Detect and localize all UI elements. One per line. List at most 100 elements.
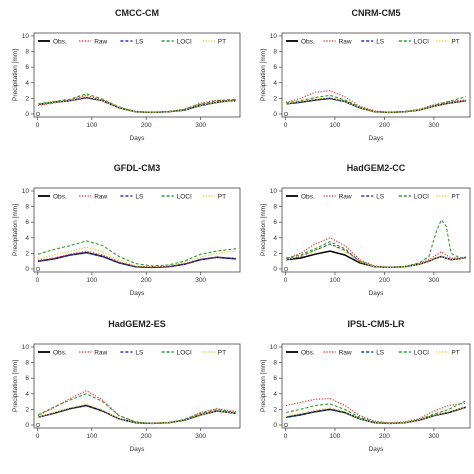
origin-marker — [35, 111, 41, 117]
legend-label: LOCI — [414, 38, 429, 45]
series-line — [37, 404, 237, 424]
series-line — [285, 94, 467, 113]
y-tick-label: 0 — [273, 266, 277, 273]
x-tick-label: 100 — [86, 433, 97, 440]
y-axis-label: Precipitation [mm] — [260, 204, 267, 256]
x-tick-label: 0 — [36, 277, 40, 284]
y-tick-label: 10 — [270, 344, 278, 351]
y-tick-label: 10 — [22, 33, 30, 40]
series-line — [285, 406, 467, 424]
series-line — [37, 96, 237, 114]
x-axis-label: Days — [130, 446, 146, 453]
y-tick-label: 2 — [25, 250, 29, 257]
series-line — [285, 397, 467, 424]
series-line — [37, 246, 237, 268]
legend-label: LS — [135, 349, 144, 356]
legend-label: Obs. — [53, 38, 67, 45]
series-line — [37, 240, 237, 267]
series-line — [285, 244, 467, 268]
legend-label: PT — [218, 38, 226, 45]
series-line — [285, 243, 467, 268]
chart-title: HadGEM2-ES — [108, 319, 166, 329]
y-tick-label: 2 — [25, 95, 29, 102]
legend-label: PT — [451, 349, 459, 356]
series-line — [37, 390, 237, 424]
series-line — [285, 219, 467, 268]
y-tick-label: 10 — [22, 344, 30, 351]
legend-label: Raw — [94, 38, 107, 45]
x-axis-label: Days — [369, 446, 385, 453]
legend-label: LS — [376, 349, 385, 356]
y-tick-label: 4 — [273, 80, 277, 87]
legend-label: Raw — [339, 38, 352, 45]
y-tick-label: 2 — [25, 406, 29, 413]
y-tick-label: 8 — [25, 360, 29, 367]
series-line — [285, 250, 467, 269]
plot-frame — [33, 32, 241, 118]
series-line — [37, 251, 237, 269]
y-tick-label: 6 — [25, 375, 29, 382]
x-tick-label: 300 — [428, 433, 439, 440]
y-tick-label: 2 — [273, 406, 277, 413]
legend-label: Raw — [94, 349, 107, 356]
series-line — [37, 93, 237, 113]
x-axis-label: Days — [369, 135, 385, 142]
origin-marker — [283, 111, 289, 117]
legend-label: LOCI — [177, 349, 192, 356]
x-tick-label: 200 — [379, 433, 390, 440]
x-tick-label: 100 — [330, 277, 341, 284]
x-tick-label: 0 — [284, 433, 288, 440]
y-tick-label: 10 — [22, 188, 30, 195]
y-tick-label: 0 — [25, 111, 29, 118]
y-tick-label: 0 — [273, 422, 277, 429]
y-tick-label: 0 — [25, 422, 29, 429]
y-tick-label: 4 — [25, 391, 29, 398]
legend-label: Obs. — [301, 193, 315, 200]
legend-label: PT — [451, 38, 459, 45]
y-tick-label: 4 — [25, 235, 29, 242]
chart-title: CNRM-CM5 — [352, 8, 401, 18]
x-tick-label: 300 — [195, 122, 206, 129]
x-tick-label: 300 — [428, 122, 439, 129]
y-tick-label: 6 — [25, 219, 29, 226]
x-tick-label: 0 — [284, 277, 288, 284]
y-axis-label: Precipitation [mm] — [12, 49, 19, 101]
x-tick-label: 200 — [141, 277, 152, 284]
legend-label: Raw — [94, 193, 107, 200]
plot-frame — [33, 343, 241, 429]
legend-label: LOCI — [177, 193, 192, 200]
legend-label: Obs. — [301, 349, 315, 356]
y-tick-label: 8 — [25, 49, 29, 56]
x-tick-label: 200 — [141, 433, 152, 440]
y-tick-label: 10 — [270, 33, 278, 40]
x-tick-label: 200 — [141, 122, 152, 129]
x-tick-label: 100 — [330, 122, 341, 129]
legend-label: LS — [135, 193, 144, 200]
y-axis-label: Precipitation [mm] — [12, 360, 19, 412]
x-tick-label: 0 — [36, 433, 40, 440]
y-tick-label: 8 — [273, 49, 277, 56]
x-tick-label: 300 — [428, 277, 439, 284]
series-line — [285, 237, 466, 268]
plot-frame — [281, 32, 471, 118]
plot-frame — [281, 343, 471, 429]
y-axis-label: Precipitation [mm] — [260, 360, 267, 412]
chart-title: CMCC-CM — [115, 8, 159, 18]
x-tick-label: 300 — [195, 433, 206, 440]
legend-label: Obs. — [301, 38, 315, 45]
legend-label: LOCI — [414, 349, 429, 356]
y-tick-label: 0 — [273, 111, 277, 118]
chart-title: HadGEM2-CC — [347, 163, 406, 173]
y-tick-label: 2 — [273, 95, 277, 102]
y-tick-label: 8 — [273, 204, 277, 211]
y-tick-label: 6 — [25, 64, 29, 71]
legend-label: LS — [135, 38, 144, 45]
y-axis-label: Precipitation [mm] — [12, 204, 19, 256]
legend-label: Raw — [339, 193, 352, 200]
